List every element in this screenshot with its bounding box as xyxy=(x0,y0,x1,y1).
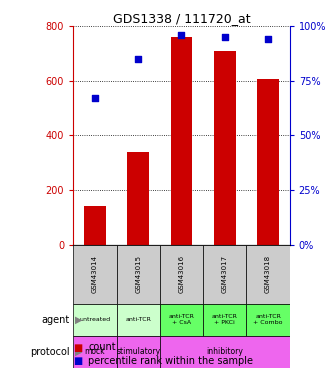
Bar xyxy=(73,336,117,368)
Text: ■: ■ xyxy=(73,356,83,366)
Bar xyxy=(73,244,117,304)
Text: GSM43014: GSM43014 xyxy=(92,255,98,293)
Text: untreated: untreated xyxy=(79,317,111,322)
Text: GSM43016: GSM43016 xyxy=(178,255,184,293)
Text: GSM43015: GSM43015 xyxy=(135,255,141,293)
Text: GSM43018: GSM43018 xyxy=(265,255,271,293)
Text: protocol: protocol xyxy=(30,347,70,357)
Text: anti-TCR: anti-TCR xyxy=(125,317,151,322)
Bar xyxy=(214,51,236,244)
Bar xyxy=(160,244,203,304)
Bar xyxy=(73,304,117,336)
Bar xyxy=(127,152,149,244)
Text: ▶: ▶ xyxy=(75,347,83,357)
Bar xyxy=(117,244,160,304)
Point xyxy=(92,95,98,101)
Bar xyxy=(84,206,106,245)
Text: count: count xyxy=(88,342,116,352)
Text: GSM43017: GSM43017 xyxy=(222,255,228,293)
Text: percentile rank within the sample: percentile rank within the sample xyxy=(88,356,253,366)
Text: ▶: ▶ xyxy=(75,315,83,325)
Text: anti-TCR
+ PKCi: anti-TCR + PKCi xyxy=(212,315,238,325)
Text: inhibitory: inhibitory xyxy=(206,347,243,356)
Text: agent: agent xyxy=(42,315,70,325)
Text: mock: mock xyxy=(85,347,105,356)
Bar xyxy=(246,304,290,336)
Bar xyxy=(117,304,160,336)
Bar xyxy=(117,336,160,368)
Point xyxy=(265,36,271,42)
Point xyxy=(179,32,184,38)
Bar xyxy=(257,80,279,245)
Bar xyxy=(203,304,246,336)
Bar xyxy=(160,336,290,368)
Bar xyxy=(170,37,192,245)
Title: GDS1338 / 111720_at: GDS1338 / 111720_at xyxy=(113,12,250,25)
Bar xyxy=(246,244,290,304)
Text: anti-TCR
+ CsA: anti-TCR + CsA xyxy=(168,315,194,325)
Point xyxy=(222,34,227,40)
Text: anti-TCR
+ Combo: anti-TCR + Combo xyxy=(253,315,283,325)
Point xyxy=(136,56,141,62)
Text: stimulatory: stimulatory xyxy=(116,347,160,356)
Bar xyxy=(160,304,203,336)
Bar xyxy=(203,244,246,304)
Text: ■: ■ xyxy=(73,342,83,352)
